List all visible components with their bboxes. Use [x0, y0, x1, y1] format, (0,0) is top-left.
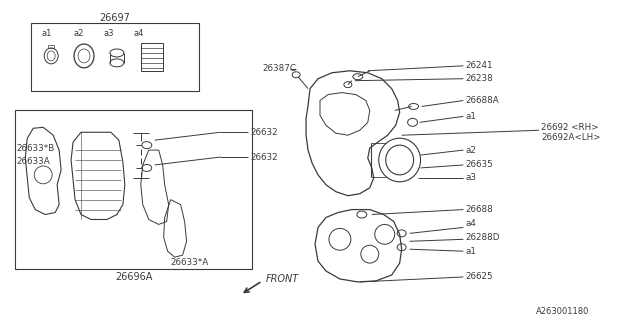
Text: 26238: 26238	[465, 74, 493, 83]
Text: 26688: 26688	[465, 205, 493, 214]
Text: 26633A: 26633A	[17, 157, 50, 166]
Text: 26696A: 26696A	[115, 272, 152, 282]
Text: a2: a2	[73, 28, 83, 38]
Text: a4: a4	[465, 219, 476, 228]
Text: 26633*A: 26633*A	[171, 258, 209, 267]
Text: A263001180: A263001180	[536, 307, 589, 316]
Text: a3: a3	[104, 28, 115, 38]
Bar	[31, 23, 198, 91]
Bar	[15, 110, 252, 269]
Text: 26692A<LH>: 26692A<LH>	[541, 133, 600, 142]
Text: a1: a1	[465, 112, 476, 121]
Text: FRONT: FRONT	[265, 274, 298, 284]
Text: 26635: 26635	[465, 160, 493, 170]
Text: 26632: 26632	[250, 153, 278, 162]
Text: a1: a1	[41, 28, 52, 38]
Text: a3: a3	[465, 173, 476, 182]
Text: 26633*B: 26633*B	[17, 144, 54, 153]
Text: 26625: 26625	[465, 272, 493, 282]
Text: a4: a4	[134, 28, 144, 38]
Text: 26632: 26632	[250, 128, 278, 137]
Text: 26697: 26697	[99, 13, 131, 23]
Text: 26692 <RH>: 26692 <RH>	[541, 123, 598, 132]
Text: a2: a2	[465, 146, 476, 155]
Text: 26241: 26241	[465, 61, 493, 70]
Text: 26288D: 26288D	[465, 233, 500, 242]
Text: a1: a1	[465, 247, 476, 256]
Bar	[141, 43, 163, 71]
Text: 26387C: 26387C	[262, 64, 296, 73]
Text: 26688A: 26688A	[465, 96, 499, 105]
